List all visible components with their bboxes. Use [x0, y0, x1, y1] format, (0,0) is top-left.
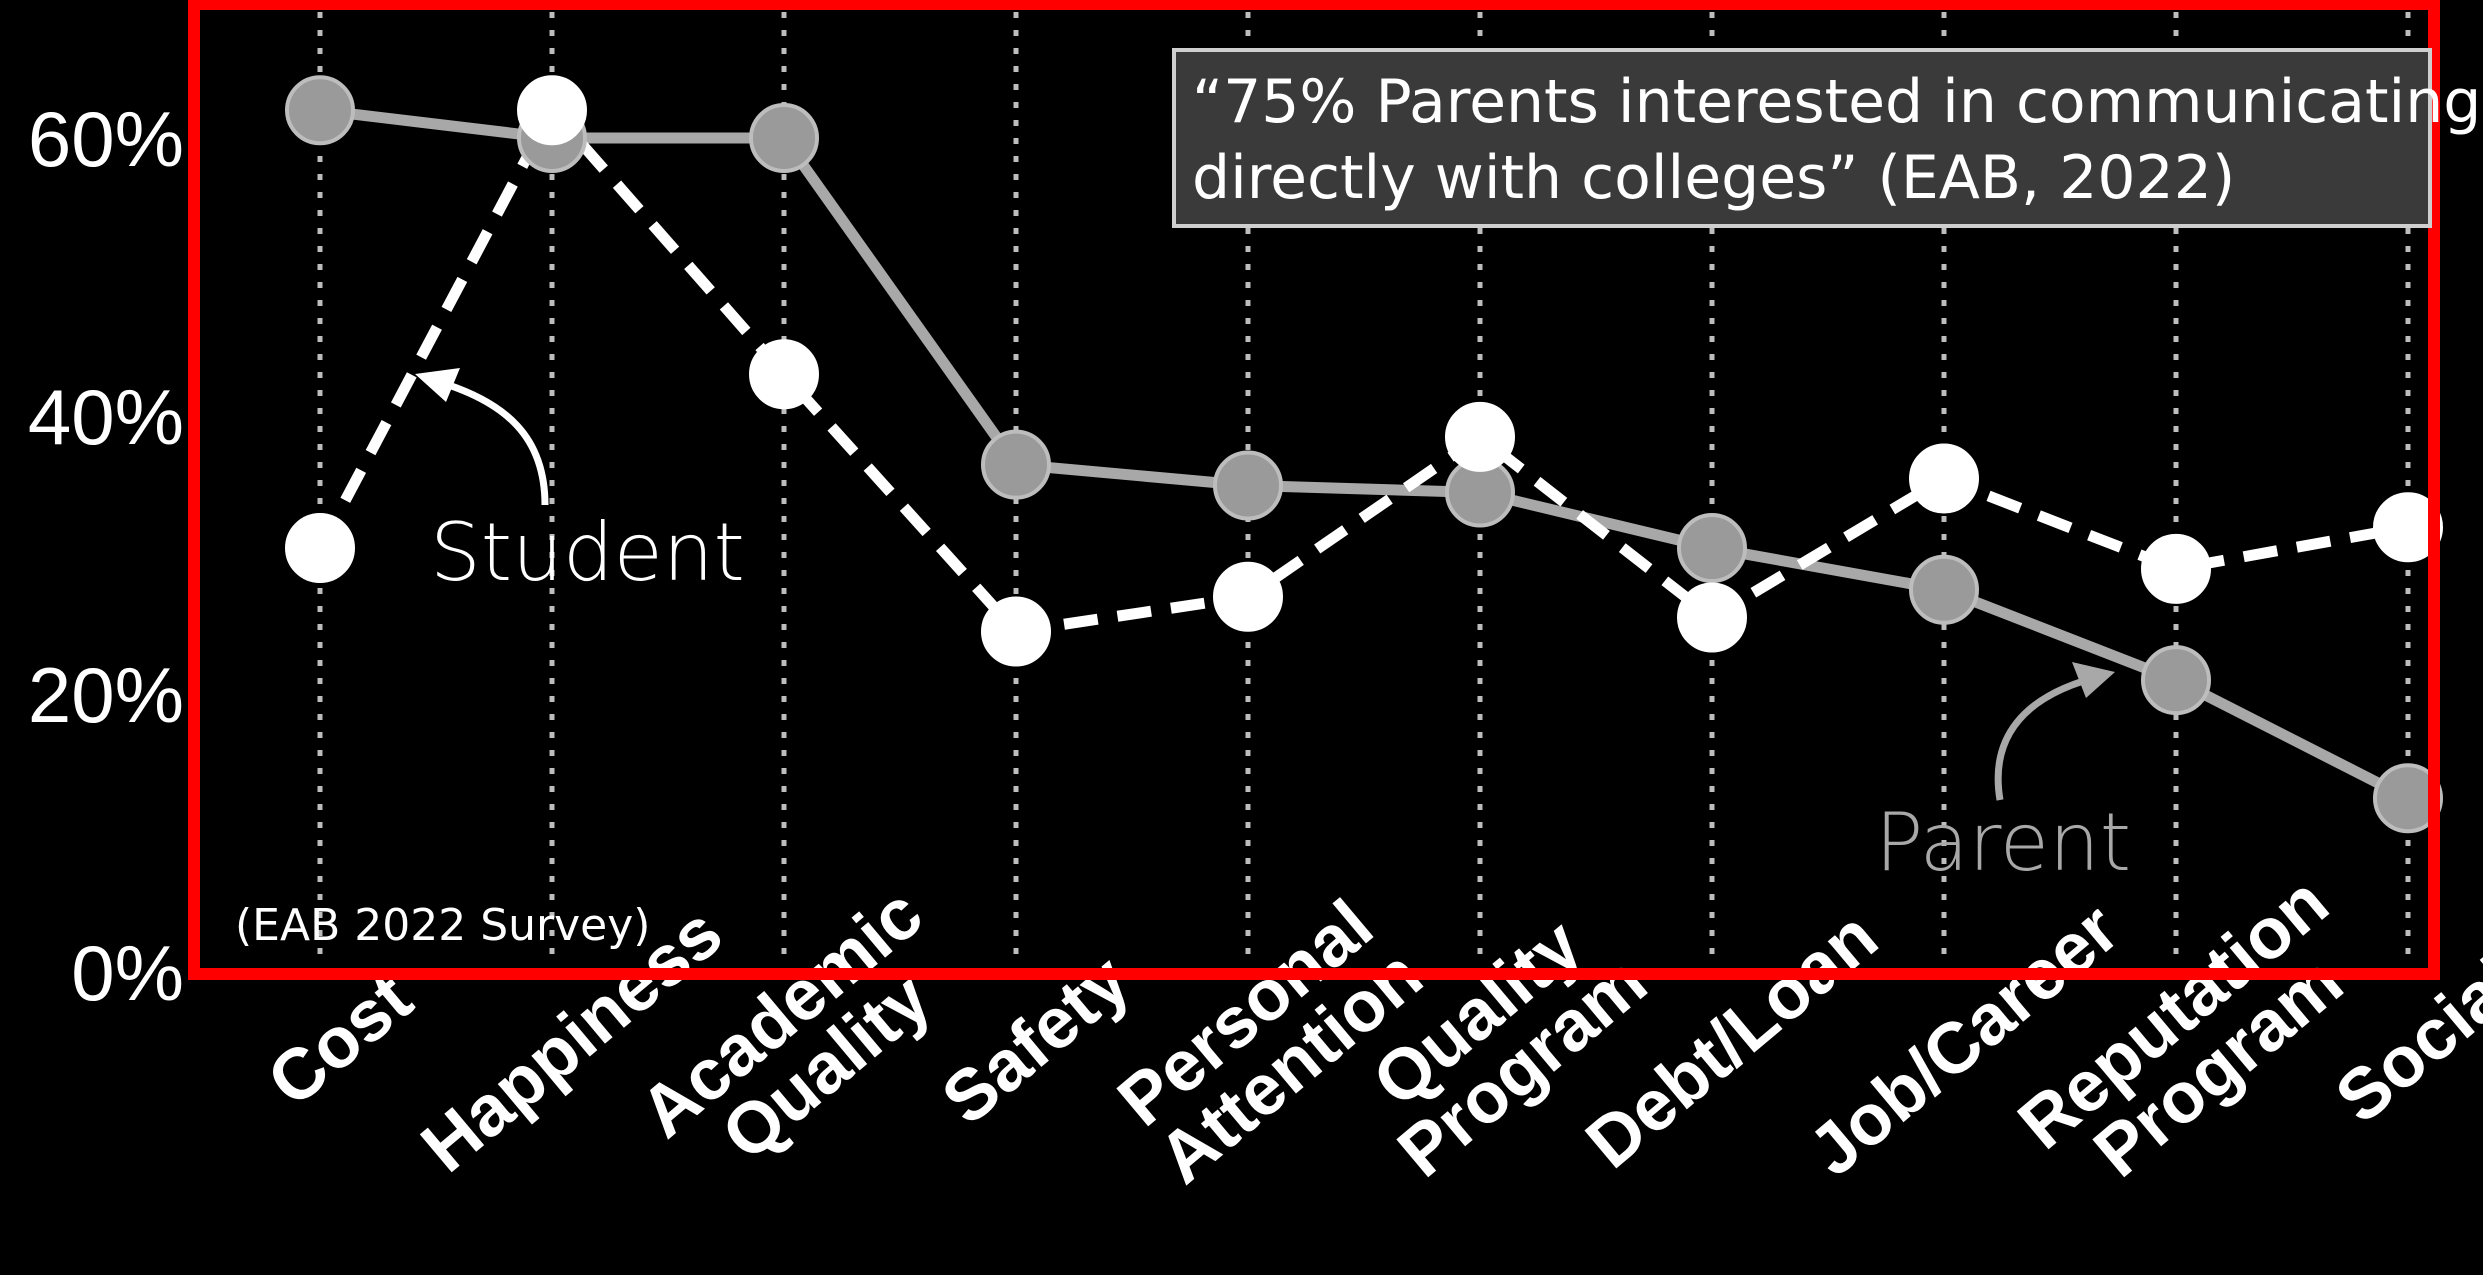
parent-point-9: [2141, 645, 2211, 716]
y-tick-label: 20%: [28, 651, 184, 739]
y-tick-label: 0%: [71, 929, 184, 1017]
student-point-9: [2141, 533, 2211, 604]
student-point-8: [1909, 443, 1979, 514]
parent-series-label: Parent: [1875, 796, 2131, 889]
student-point-6: [1445, 401, 1515, 472]
student-point-4: [981, 596, 1051, 667]
source-note: (EAB 2022 Survey): [235, 900, 650, 951]
parent-point-7: [1677, 513, 1747, 584]
parent-arrow-head-icon: [2072, 662, 2115, 698]
student-line: [315, 104, 2409, 637]
category-label-1: Cost: [253, 958, 427, 1122]
student-point-7: [1677, 582, 1747, 653]
parent-point-4: [981, 429, 1051, 500]
student-annotation: Student: [415, 368, 745, 599]
category-label-text: Cost: [253, 958, 427, 1122]
y-tick-label: 60%: [28, 95, 184, 183]
parent-point-1: [285, 75, 355, 146]
parent-point-3: [749, 103, 819, 173]
student-point-5: [1213, 561, 1283, 632]
callout-line-2: directly with colleges” (EAB, 2022): [1192, 143, 2235, 213]
parent-point-8: [1909, 554, 1979, 625]
student-series-label: Student: [430, 506, 745, 599]
student-arrow-head-icon: [415, 368, 460, 402]
student-point-2: [517, 75, 587, 146]
series-lines: [315, 104, 2411, 804]
callout-line-1: “75% Parents interested in communicating: [1192, 67, 2481, 137]
callout-box: “75% Parents interested in communicating…: [1172, 48, 2481, 228]
student-point-3: [749, 339, 819, 410]
student-point-10: [2373, 492, 2443, 563]
chart-frame: [188, 0, 2440, 980]
parent-point-10: [2373, 763, 2443, 834]
parent-annotation: Parent: [1875, 662, 2131, 889]
student-point-1: [285, 513, 355, 584]
data-points: [285, 75, 2443, 834]
parent-point-5: [1213, 450, 1283, 521]
student-arrow-line: [424, 374, 549, 506]
y-axis-ticks: 0% 20% 40% 60%: [28, 95, 184, 1017]
parent-arrow-line: [1994, 671, 2106, 801]
callout-background: [1172, 48, 2432, 228]
y-tick-label: 40%: [28, 373, 184, 461]
parent-line: [319, 104, 2411, 804]
